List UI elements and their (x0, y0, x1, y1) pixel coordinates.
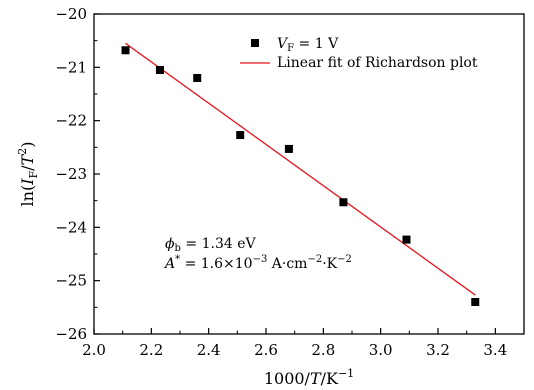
y-title-post: ) (18, 142, 37, 148)
anno-astar-exp2: −2 (307, 254, 322, 265)
x-axis-ticks: 2.0 2.2 2.4 2.6 2.8 3.0 3.2 3.4 (82, 328, 507, 359)
anno-astar-exp1: −3 (253, 254, 268, 265)
y-tick-label: −23 (55, 165, 87, 183)
anno-astar-unit2: ·K (322, 256, 337, 272)
x-tick-label: 2.2 (139, 341, 163, 359)
y-tick-label: −26 (55, 325, 87, 343)
anno-astar-sup: * (175, 254, 180, 265)
anno-astar-rest: = 1.6×10 (180, 256, 252, 272)
x-tick-label: 3.4 (483, 341, 507, 359)
annotation-richardson-constant: A* = 1.6×10−3 A·cm−2·K−2 (163, 254, 352, 272)
y-title-var: I (18, 178, 37, 186)
series-layer (121, 42, 480, 306)
data-point (339, 198, 348, 207)
legend-scatter-var: V (277, 36, 289, 52)
y-tick-label: −20 (55, 5, 87, 23)
anno-phi-rest: = 1.34 eV (181, 236, 257, 252)
x-tick-label: 2.6 (254, 341, 278, 359)
x-title-unit: /K (321, 369, 339, 388)
x-title-exp: −1 (338, 367, 354, 380)
data-point (121, 46, 130, 55)
data-point (402, 235, 411, 244)
x-title-num: 1000/ (264, 369, 311, 388)
y-title-var2: T (18, 153, 37, 165)
y-title-exp: 2 (16, 148, 29, 155)
x-tick-label: 3.0 (369, 341, 393, 359)
anno-astar-unit1: A·cm (267, 256, 307, 272)
fit-line (125, 42, 476, 296)
annotation-barrier-height: ϕb = 1.34 eV (165, 236, 256, 254)
x-tick-label: 2.4 (197, 341, 221, 359)
anno-phi-var: ϕ (165, 236, 175, 252)
legend-label-fit: Linear fit of Richardson plot (277, 55, 478, 71)
y-tick-label: −25 (55, 272, 87, 290)
legend-marker-square (251, 39, 259, 47)
y-axis-title: ln(IF/T2) (16, 142, 40, 207)
y-title-sub: F (27, 170, 40, 178)
y-title-mid: / (18, 165, 37, 171)
legend: VF = 1 V Linear fit of Richardson plot (240, 36, 478, 71)
x-axis-title: 1000/T/K−1 (264, 367, 354, 388)
y-tick-label: −22 (55, 112, 87, 130)
legend-scatter-sub: F (287, 43, 294, 54)
data-point (155, 66, 164, 74)
data-point (236, 131, 245, 140)
legend-scatter-rest: = 1 V (294, 36, 339, 52)
data-point (471, 298, 480, 306)
x-tick-label: 2.8 (311, 341, 335, 359)
y-title-pre: ln( (18, 185, 37, 207)
y-axis-ticks: −20 −21 −22 −23 −24 −25 −26 (55, 5, 100, 343)
x-tick-label: 2.0 (82, 341, 106, 359)
x-tick-label: 3.2 (426, 341, 450, 359)
x-title-var: T (310, 369, 322, 388)
data-point (284, 144, 293, 153)
anno-astar-var: A (163, 256, 175, 272)
y-tick-label: −21 (55, 58, 87, 76)
anno-astar-exp3: −2 (337, 254, 352, 265)
data-point (193, 74, 202, 82)
y-tick-label: −24 (55, 218, 87, 236)
anno-phi-sub: b (175, 243, 181, 254)
legend-label-scatter: VF = 1 V (277, 36, 339, 54)
